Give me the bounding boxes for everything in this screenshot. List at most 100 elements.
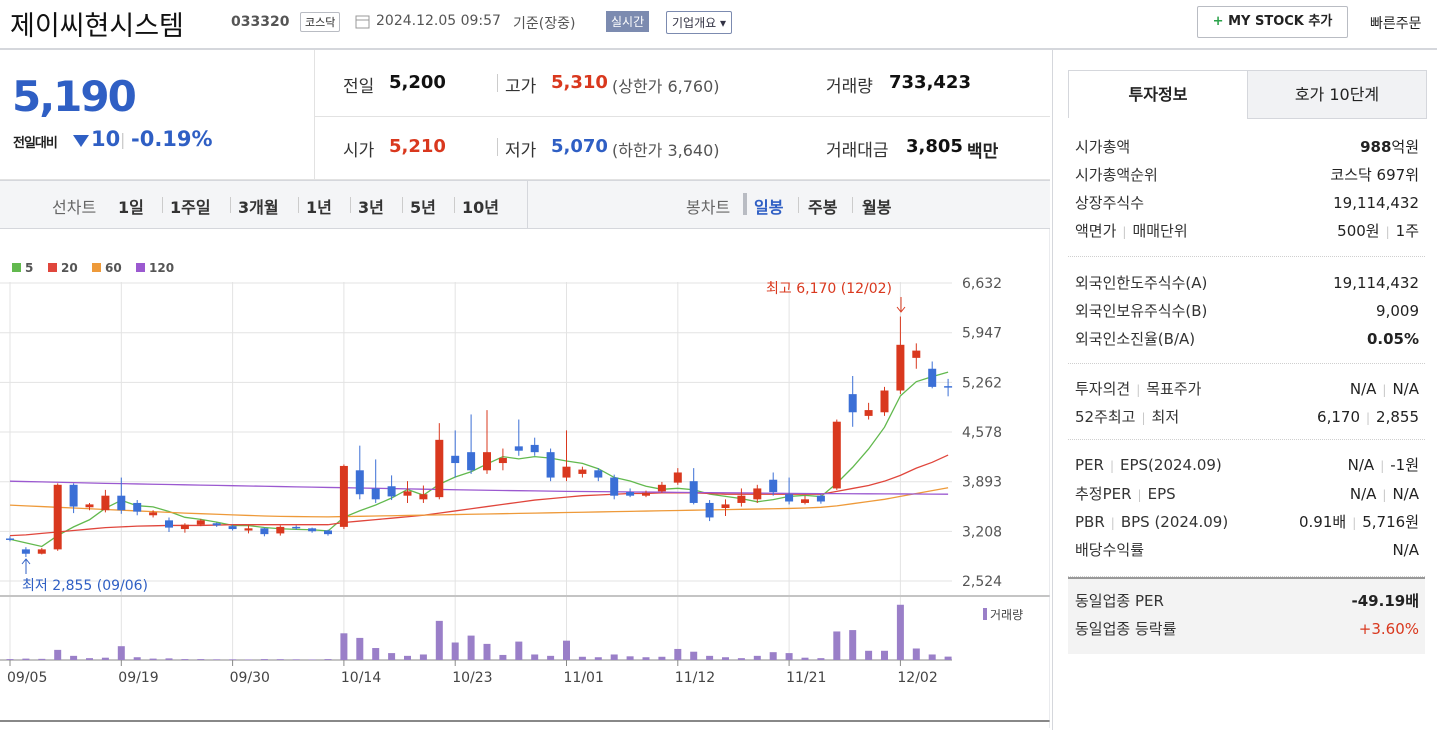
candle-chart-label: 봉차트 (686, 198, 731, 217)
info-label-group: 상장주식수 (1075, 190, 1144, 216)
mystock-button[interactable]: + MY STOCK 추가 (1197, 6, 1348, 38)
cell-sub: (하한가 3,640) (612, 141, 720, 160)
candle-body (85, 504, 94, 508)
y-tick-label: 4,578 (962, 425, 1002, 441)
x-tick-label: 09/05 (7, 670, 47, 686)
info-label: 액면가 (1075, 222, 1117, 240)
realtime-badge[interactable]: 실시간 (606, 11, 650, 32)
x-tick-label: 10/23 (452, 670, 492, 686)
y-tick-label: 2,524 (962, 574, 1002, 590)
candle-tab[interactable]: 일봉 (754, 198, 784, 217)
stock-code: 033320 (231, 14, 290, 30)
info-row: 동일업종 PER -49.19배 (1075, 588, 1419, 614)
candle-body (180, 524, 189, 530)
volume-bar (928, 654, 936, 660)
volume-bar (610, 654, 618, 660)
volume-bar (451, 642, 459, 660)
candle-body (753, 488, 762, 500)
x-tick-label: 09/30 (230, 670, 270, 686)
info-label-group: 외국인한도주식수(A) (1075, 270, 1207, 296)
legend-swatch (12, 263, 21, 272)
candle-body (673, 472, 682, 483)
volume-bar (674, 648, 682, 660)
group-separator (1068, 439, 1425, 440)
info-row: 투자의견 | 목표주가 N/A | N/A (1075, 376, 1419, 402)
volume-bar (181, 659, 189, 660)
info-label: 추정PER (1075, 485, 1132, 503)
info-value: N/A (1392, 380, 1419, 398)
row-divider (315, 179, 1050, 180)
candle-body (308, 528, 317, 532)
tab-separator (402, 197, 403, 213)
mystock-label: MY STOCK 추가 (1228, 14, 1333, 29)
volume-bar (419, 654, 427, 660)
volume-bar (245, 659, 252, 660)
candle-tab[interactable]: 월봉 (862, 198, 892, 217)
volume-bar (117, 646, 125, 660)
line-tab[interactable]: 1주일 (170, 198, 211, 217)
info-label: 외국인한도주식수(A) (1075, 274, 1208, 292)
quick-order[interactable]: 빠른주문 (1370, 16, 1422, 32)
volume-bar (324, 659, 332, 660)
company-button-label: 기업개요 (672, 16, 717, 30)
cell-value: 5,200 (389, 72, 446, 93)
y-tick-label: 5,262 (962, 375, 1002, 391)
info-value-group: +3.60% (1359, 616, 1419, 642)
market-badge: 코스닥 (300, 12, 341, 32)
info-value-group: 988억원 (1360, 134, 1419, 160)
line-tab[interactable]: 10년 (462, 198, 499, 217)
candle-tab[interactable]: 주봉 (808, 198, 838, 217)
info-label-group: 52주최고 | 최저 (1075, 404, 1179, 431)
volume-bar (785, 653, 793, 660)
info-value-group: N/A (1392, 537, 1419, 563)
line-tab[interactable]: 5년 (410, 198, 436, 217)
annotation-high: 최고 6,170 (12/02) (766, 281, 892, 297)
volume-bar (547, 655, 555, 660)
candle-body (324, 530, 332, 535)
legend-label: 60 (105, 261, 122, 275)
line-tab[interactable]: 1일 (118, 198, 144, 217)
side-tab[interactable]: 투자정보 (1068, 70, 1248, 118)
group-separator (1068, 576, 1425, 577)
volume-bar (340, 633, 348, 660)
info-value-group: N/A | N/A (1350, 376, 1419, 403)
info-label: 목표주가 (1146, 380, 1202, 398)
candle-body (69, 484, 78, 507)
annotation-low: 최저 2,855 (09/06) (22, 578, 148, 594)
side-panel: 투자정보 호가 10단계 시가총액 988억원 시가총액순위 코스닥 697위 상장주식수… (1052, 50, 1437, 730)
candle-body (403, 491, 412, 496)
info-label: BPS (2024.09) (1120, 513, 1229, 531)
info-label-group: 외국인소진율(B/A) (1075, 326, 1195, 352)
candle-body (212, 523, 221, 526)
volume-bar (149, 658, 157, 660)
cell-label: 거래대금 (826, 141, 889, 161)
volume-bar (54, 649, 62, 660)
info-value: 1주 (1395, 222, 1419, 240)
group-separator (1068, 256, 1425, 257)
volume-bar (515, 641, 523, 660)
volume-bar (467, 635, 475, 660)
label-separator: | (1141, 411, 1146, 425)
candle-body (165, 520, 173, 528)
tab-marker (743, 193, 747, 215)
info-row: 외국인소진율(B/A) 0.05% (1075, 326, 1419, 352)
candle-body (546, 452, 555, 478)
cell-value: 3,805 (906, 136, 963, 157)
volume-bar (38, 658, 46, 660)
info-unit: 억원 (1391, 138, 1419, 156)
cell-label: 시가 (343, 141, 375, 161)
info-label: 외국인소진율(B/A) (1075, 330, 1196, 348)
info-value-group: 6,170 | 2,855 (1317, 404, 1419, 431)
cell-sub: 백만 (967, 142, 999, 162)
line-tab[interactable]: 1년 (306, 198, 332, 217)
side-tab[interactable]: 호가 10단계 (1247, 70, 1427, 119)
info-label-group: 동일업종 PER (1075, 588, 1164, 614)
line-tab[interactable]: 3년 (358, 198, 384, 217)
volume-bar (292, 659, 300, 660)
candle-body (928, 368, 937, 387)
info-label: EPS(2024.09) (1120, 456, 1222, 474)
candle-body (610, 477, 619, 496)
y-tick-label: 3,208 (962, 524, 1002, 540)
line-tab[interactable]: 3개월 (238, 198, 279, 217)
company-button[interactable]: 기업개요 ▾ (666, 11, 733, 34)
